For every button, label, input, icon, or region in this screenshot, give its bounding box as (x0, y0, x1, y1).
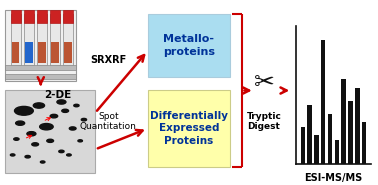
Circle shape (15, 121, 25, 125)
Circle shape (27, 132, 36, 136)
Bar (5, 10, 76, 81)
Bar (12, 42, 19, 63)
Text: ESI-MS/MS: ESI-MS/MS (304, 173, 363, 183)
Bar (50, 14, 60, 65)
Circle shape (33, 103, 45, 108)
Text: Spot
Quantitation: Spot Quantitation (80, 112, 137, 131)
Bar (5, 90, 95, 173)
Bar (37, 10, 47, 23)
Circle shape (62, 109, 68, 112)
Bar (51, 42, 59, 63)
Circle shape (50, 114, 58, 118)
Circle shape (32, 143, 39, 146)
Circle shape (74, 104, 79, 107)
Bar (321, 40, 325, 164)
Bar (307, 105, 312, 164)
Text: ✂: ✂ (254, 71, 274, 95)
Circle shape (40, 161, 45, 163)
Bar (11, 10, 20, 23)
Bar (5, 65, 76, 70)
Bar (314, 135, 319, 164)
Bar (63, 14, 73, 65)
Text: Differentially
Expressed
Proteins: Differentially Expressed Proteins (150, 111, 228, 146)
Bar (335, 140, 339, 164)
Bar (348, 101, 353, 164)
Bar (355, 88, 359, 164)
Bar (63, 10, 73, 23)
Bar (37, 14, 47, 65)
Circle shape (67, 154, 71, 156)
Bar (341, 79, 346, 164)
Bar (24, 10, 34, 23)
Bar (25, 42, 33, 63)
Circle shape (69, 127, 76, 130)
Bar (148, 14, 230, 77)
Bar (50, 10, 60, 23)
Circle shape (78, 140, 82, 142)
Circle shape (25, 155, 30, 158)
Circle shape (14, 106, 33, 115)
Bar (11, 14, 20, 65)
Circle shape (59, 150, 64, 153)
Bar (301, 127, 305, 164)
Circle shape (14, 138, 19, 140)
Bar (148, 90, 230, 167)
Bar (24, 14, 34, 65)
Bar (64, 42, 72, 63)
Circle shape (81, 118, 87, 121)
Circle shape (47, 139, 54, 142)
Text: SRXRF: SRXRF (90, 55, 127, 65)
Bar (38, 42, 46, 63)
Circle shape (57, 100, 66, 104)
Circle shape (40, 124, 53, 130)
Bar (328, 114, 332, 164)
Circle shape (10, 154, 15, 156)
Bar (5, 74, 76, 79)
Text: Tryptic
Digest: Tryptic Digest (246, 112, 282, 131)
Text: 2-DE: 2-DE (45, 90, 72, 100)
Text: Metallo-
proteins: Metallo- proteins (163, 34, 215, 57)
Bar (362, 122, 366, 164)
